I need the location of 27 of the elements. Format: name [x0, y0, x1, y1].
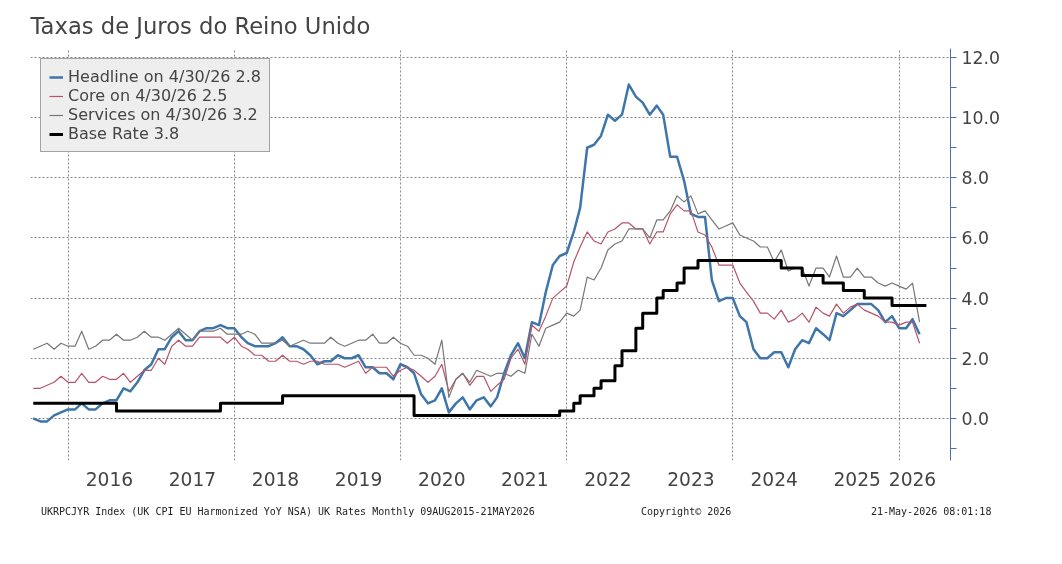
x-tick-label: 2020: [418, 468, 466, 490]
x-tick-label: 2016: [85, 468, 134, 490]
y-tick-label: 0.0: [961, 408, 990, 429]
legend-label: Core on 4/30/26 2.5: [68, 86, 228, 105]
x-tick-label: 2017: [168, 468, 217, 490]
legend-label: Headline on 4/30/26 2.8: [68, 67, 262, 86]
legend-label: Services on 4/30/26 3.2: [68, 105, 258, 124]
chart-title: Taxas de Juros do Reino Unido: [29, 12, 371, 39]
x-tick-label: 2023: [667, 468, 715, 490]
text: Copyright© 2026: [641, 505, 732, 519]
x-tick-label: 2026: [888, 468, 937, 490]
line-series: [31, 83, 921, 423]
x-tick-label: 2024: [750, 468, 798, 490]
y-tick-label: 12.0: [961, 48, 1001, 69]
x-tick-label: 2025: [833, 468, 881, 490]
y-tick-label: 6.0: [961, 228, 990, 249]
legend-label: Base Rate 3.8: [68, 124, 180, 143]
x-tick-label: 2019: [334, 468, 383, 490]
y-tick-label: 4.0: [961, 288, 990, 309]
x-tick-label: 2021: [501, 468, 549, 490]
y-tick-label: 8.0: [961, 168, 990, 189]
y-tick-label: 10.0: [961, 108, 1001, 129]
text: 21-May-2026 08:01:18: [871, 505, 992, 519]
text: UKRPCJYR Index (UK CPI EU Harmonized YoY NSA) UK Rates Monthly 09AUG2015-21MAY2026: [41, 505, 535, 519]
x-tick-label: 2018: [251, 468, 300, 490]
x-tick-label: 2022: [584, 468, 632, 490]
y-tick-label: 2.0: [961, 348, 990, 369]
